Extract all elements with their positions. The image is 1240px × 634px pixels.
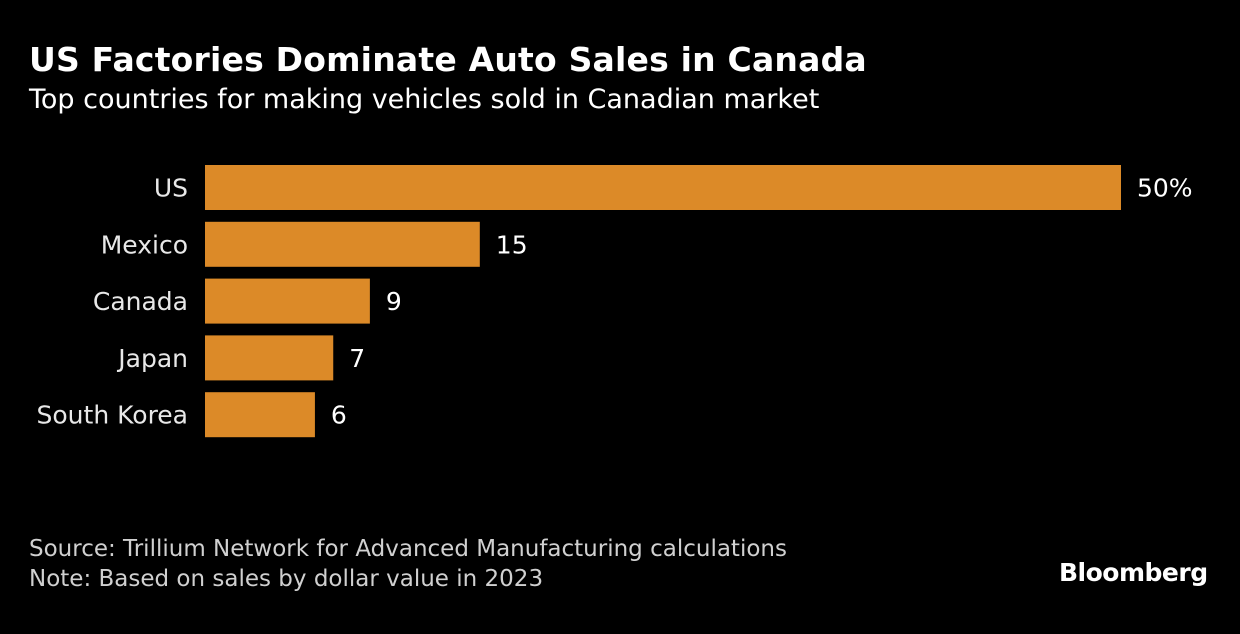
chart-title: US Factories Dominate Auto Sales in Cana… bbox=[29, 40, 867, 79]
bar-chart: US 50% Mexico 15 Canada 9 Japan 7 South Korea 6 bbox=[37, 165, 1193, 438]
data-note: Note: Based on sales by dollar value in … bbox=[29, 566, 544, 592]
bar-mexico bbox=[205, 221, 480, 267]
value-label: 15 bbox=[496, 230, 528, 259]
source-note: Source: Trillium Network for Advanced Ma… bbox=[29, 536, 787, 562]
category-label: South Korea bbox=[37, 401, 188, 430]
category-label: Japan bbox=[116, 344, 188, 373]
bar-south-korea bbox=[205, 392, 315, 438]
value-label: 6 bbox=[331, 401, 347, 430]
bloomberg-logo: Bloomberg bbox=[1059, 558, 1208, 587]
chart-subtitle: Top countries for making vehicles sold i… bbox=[29, 84, 820, 115]
value-label: 50% bbox=[1137, 174, 1193, 203]
value-label: 7 bbox=[349, 344, 365, 373]
bar-japan bbox=[205, 335, 334, 381]
category-label: Canada bbox=[93, 287, 188, 316]
category-label: Mexico bbox=[101, 230, 188, 259]
bar-us bbox=[205, 165, 1121, 210]
category-label: US bbox=[154, 174, 188, 203]
value-label: 9 bbox=[386, 287, 402, 316]
footer: Source: Trillium Network for Advanced Ma… bbox=[29, 534, 787, 594]
bar-canada bbox=[205, 278, 370, 324]
